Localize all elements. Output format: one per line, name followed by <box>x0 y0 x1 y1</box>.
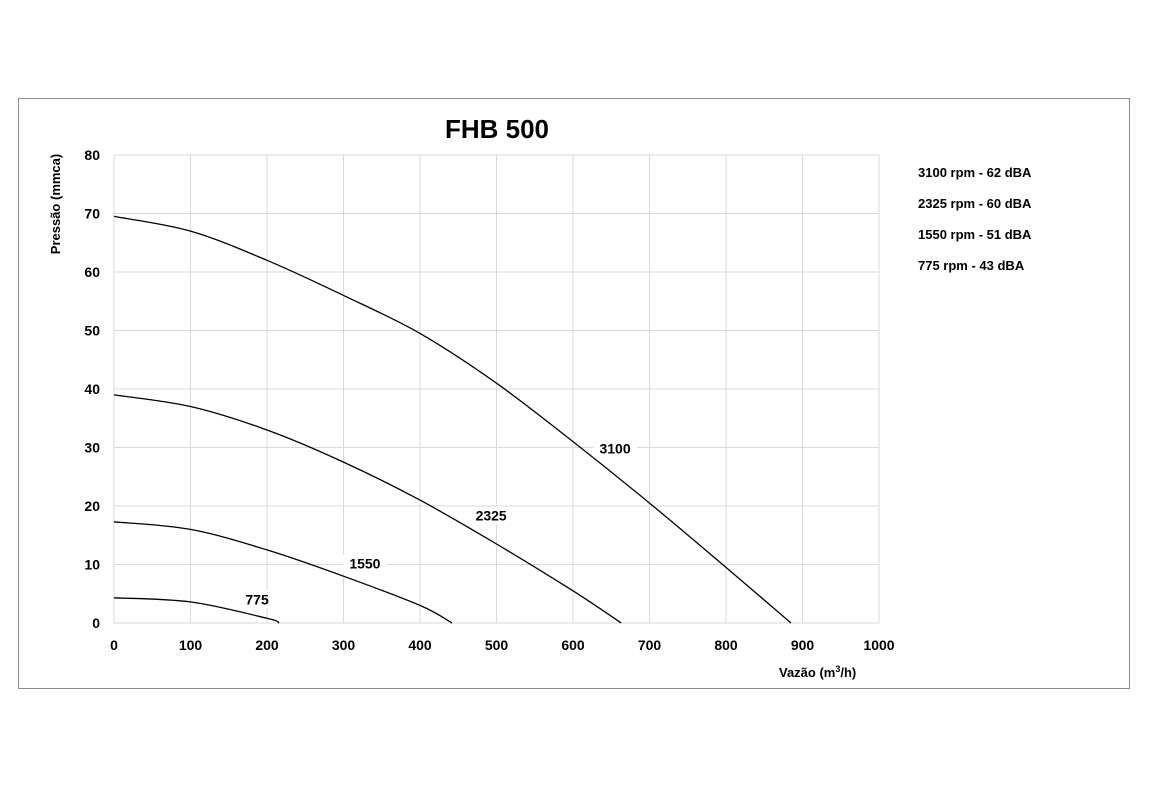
y-tick-label: 40 <box>84 381 100 397</box>
y-tick-label: 20 <box>84 498 100 514</box>
legend-entry: 775 rpm - 43 dBA <box>918 258 1025 273</box>
grid-lines <box>113 154 880 624</box>
y-tick-label: 0 <box>92 615 100 631</box>
x-tick-label: 800 <box>714 637 738 653</box>
x-tick-label: 300 <box>332 637 356 653</box>
curve-3100 <box>113 215 792 624</box>
x-tick-label: 0 <box>110 637 118 653</box>
x-tick-label: 600 <box>561 637 585 653</box>
curve-label-background <box>342 554 387 573</box>
curve-label-2325: 2325 <box>476 508 507 524</box>
x-axis-label-main: Vazão (m <box>779 665 835 680</box>
y-tick-label: 10 <box>84 557 100 573</box>
x-tick-label: 500 <box>485 637 509 653</box>
x-tick-label: 700 <box>638 637 662 653</box>
x-tick-label: 200 <box>255 637 279 653</box>
curve-label-background <box>235 590 280 609</box>
chart-canvas: 0 100 200 300 400 500 600 700 800 900 1000 0 10 20 30 4… <box>48 114 1032 680</box>
curve-label-background <box>593 439 638 458</box>
x-tick-label: 900 <box>791 637 815 653</box>
x-tick-label: 400 <box>408 637 432 653</box>
curve-label-3100: 3100 <box>599 440 630 456</box>
x-tick-label: 100 <box>179 637 203 653</box>
curve-1550 <box>113 521 453 624</box>
y-axis-label: Pressão (mmca) <box>48 154 63 254</box>
y-tick-label: 50 <box>84 323 100 339</box>
y-tick-label: 70 <box>84 206 100 222</box>
x-axis-label: Vazão (m3/h) <box>779 664 856 680</box>
curve-labels: 3100 2325 1550 775 <box>235 439 638 609</box>
x-axis-label-superscript: 3 <box>835 664 840 674</box>
y-tick-label: 30 <box>84 440 100 456</box>
legend-entry: 3100 rpm - 62 dBA <box>918 165 1032 180</box>
curve-label-background <box>469 506 514 525</box>
y-tick-label: 80 <box>84 147 100 163</box>
legend: 3100 rpm - 62 dBA 2325 rpm - 60 dBA 1550 r… <box>918 165 1032 273</box>
chart-title: FHB 500 <box>445 114 549 144</box>
y-tick-label: 60 <box>84 264 100 280</box>
x-tick-label: 1000 <box>863 637 894 653</box>
chart-frame: 0 100 200 300 400 500 600 700 800 900 1000 0 10 20 30 4… <box>18 98 1130 689</box>
curves <box>113 215 792 624</box>
legend-entry: 1550 rpm - 51 dBA <box>918 227 1032 242</box>
curve-2325 <box>113 394 622 624</box>
x-axis-label-tail: /h) <box>840 665 856 680</box>
curve-775 <box>113 597 280 624</box>
tick-labels: 0 100 200 300 400 500 600 700 800 900 1000 0 10 20 30 4… <box>84 147 894 653</box>
curve-label-775: 775 <box>245 591 269 607</box>
curve-label-1550: 1550 <box>349 556 380 572</box>
legend-entry: 2325 rpm - 60 dBA <box>918 196 1032 211</box>
